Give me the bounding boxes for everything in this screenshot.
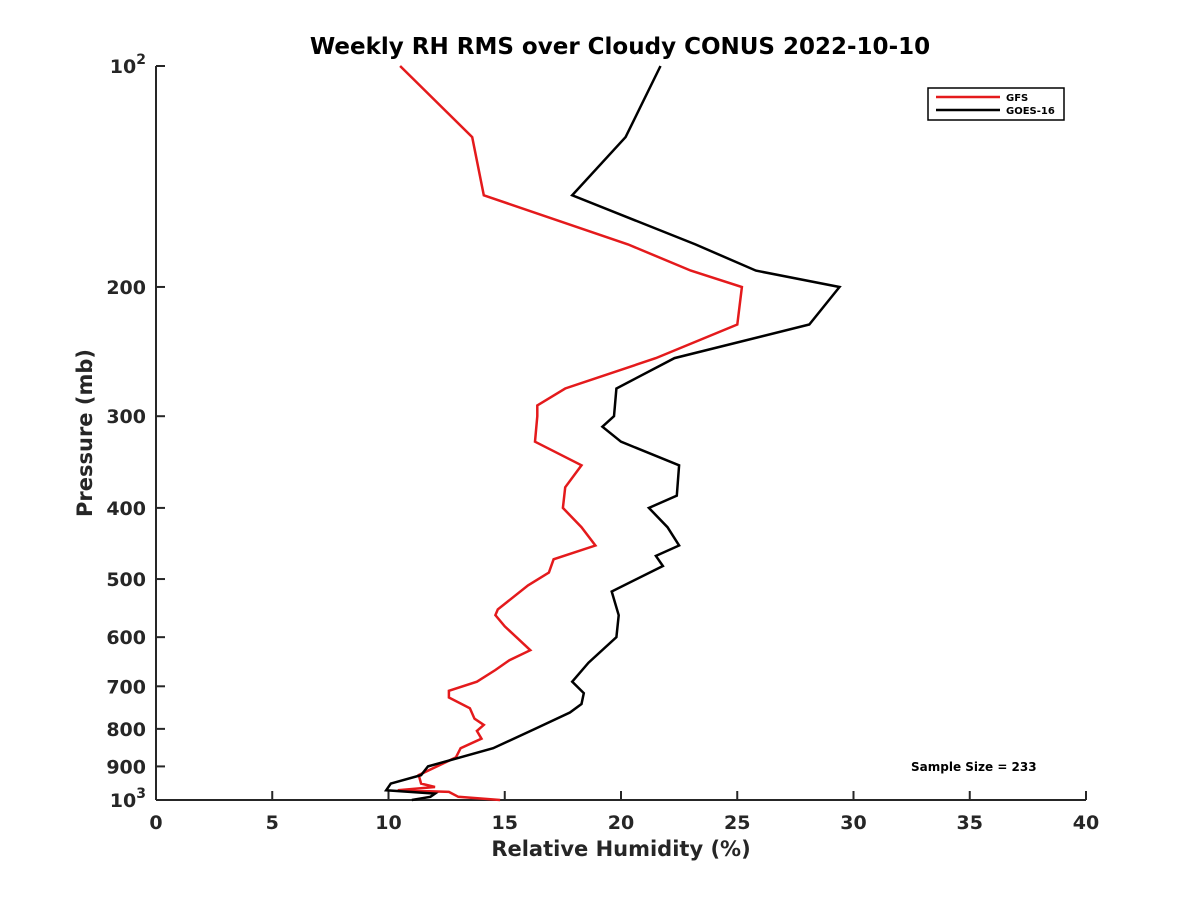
legend-label-goes16: GOES-16 bbox=[1006, 106, 1055, 117]
y-tick-label-exponent: 2 bbox=[136, 52, 146, 68]
legend: GFS GOES-16 bbox=[927, 87, 1065, 121]
chart-title: Weekly RH RMS over Cloudy CONUS 2022-10-… bbox=[310, 34, 930, 60]
y-tick-label: 800 bbox=[106, 719, 146, 741]
y-tick-label: 102 bbox=[110, 52, 146, 78]
legend-box bbox=[927, 87, 1065, 121]
y-tick-label: 200 bbox=[106, 277, 146, 299]
series-layer bbox=[383, 65, 842, 802]
series-line-goes-16 bbox=[383, 65, 842, 802]
y-tick-label-base: 10 bbox=[110, 56, 136, 78]
x-tick-label: 30 bbox=[840, 812, 866, 834]
series-line-gfs bbox=[397, 65, 744, 802]
y-tick-label: 300 bbox=[106, 406, 146, 428]
y-tick-label: 103 bbox=[110, 786, 146, 812]
x-tick-label: 25 bbox=[724, 812, 750, 834]
x-tick-label: 15 bbox=[492, 812, 518, 834]
x-tick-label: 5 bbox=[266, 812, 279, 834]
y-tick-label-exponent: 3 bbox=[136, 786, 146, 802]
y-axis-label: Pressure (mb) bbox=[73, 349, 97, 517]
axes bbox=[155, 66, 1086, 801]
x-tick-label: 10 bbox=[375, 812, 401, 834]
y-tick-label: 500 bbox=[106, 569, 146, 591]
x-axis-label: Relative Humidity (%) bbox=[491, 837, 750, 861]
sample-size-annotation: Sample Size = 233 bbox=[911, 760, 1037, 774]
x-tick-label: 0 bbox=[149, 812, 162, 834]
y-tick-label: 600 bbox=[106, 627, 146, 649]
y-tick-label: 400 bbox=[106, 498, 146, 520]
x-tick-label: 35 bbox=[957, 812, 983, 834]
y-tick-label-base: 10 bbox=[110, 790, 136, 812]
x-ticks: 0 5 10 15 20 25 30 35 40 bbox=[149, 791, 1099, 834]
y-tick-label: 700 bbox=[106, 676, 146, 698]
legend-label-gfs: GFS bbox=[1006, 93, 1028, 104]
x-tick-label: 20 bbox=[608, 812, 634, 834]
y-tick-label: 900 bbox=[106, 756, 146, 778]
x-tick-label: 40 bbox=[1073, 812, 1099, 834]
